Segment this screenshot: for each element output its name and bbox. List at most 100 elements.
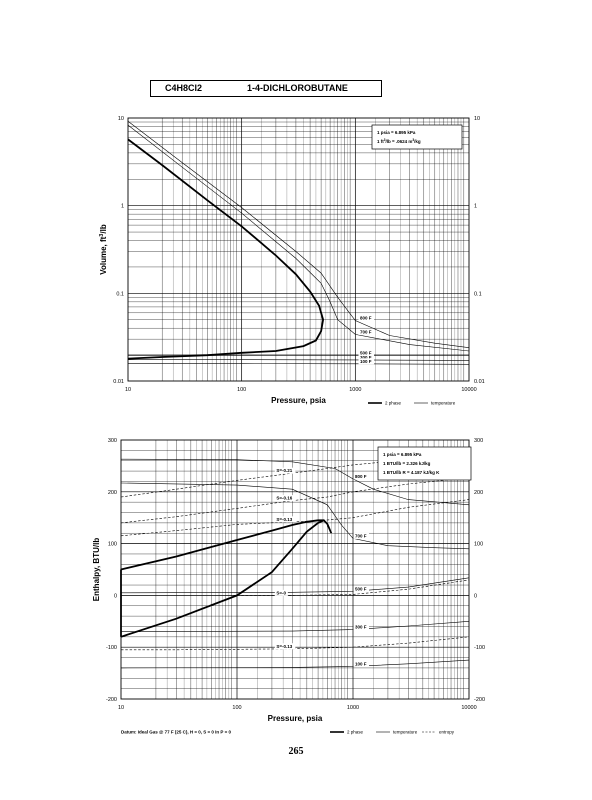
y-tick-label: 200 xyxy=(108,490,117,496)
curve-label: 500 F xyxy=(353,585,369,592)
conversion-note: 1 psia = 6.895 kPa xyxy=(383,452,422,457)
curve-label: 300 F xyxy=(358,354,374,361)
curve-label: S=-0.13 xyxy=(274,516,296,523)
x-tick-label: 10000 xyxy=(461,387,476,393)
curve-label: 800 F xyxy=(358,314,374,321)
curve-label-bg xyxy=(358,349,374,356)
curve-label: 100 F xyxy=(358,358,374,365)
chart-1: 10 100 1000 100000.010.11100.010.1110Pressu… xyxy=(99,116,485,406)
x-tick-label: 1000 xyxy=(347,705,359,711)
series-line xyxy=(120,499,470,537)
curve-label-bg xyxy=(274,589,288,596)
curve-label-text: 700 F xyxy=(360,329,372,334)
conversion-note: 1 BTU/lb R = 4.187 kJ/kg K xyxy=(383,470,440,475)
y-tick-label: 300 xyxy=(108,438,117,444)
curve-label-bg xyxy=(353,660,369,667)
curve-labels: 800 F 700 F 500 F 300 F 100 F S=-0.21 S=-0.16 S… xyxy=(274,467,369,667)
series-line xyxy=(120,519,324,571)
curve-label: S=-0 xyxy=(274,589,288,596)
y-tick-label: 100 xyxy=(108,542,117,548)
y-tick-label-right: 300 xyxy=(474,438,483,444)
curve-label-bg xyxy=(274,495,296,502)
x-axis-title: Pressure, psia xyxy=(268,714,323,723)
y-tick-label-right: 0.01 xyxy=(474,379,485,385)
curve-label-text: S=-0.13 xyxy=(276,644,292,649)
page-number: 265 xyxy=(288,746,304,757)
curve-label-bg xyxy=(274,516,296,523)
curve-label: S=-0.13 xyxy=(274,643,296,650)
curve-label: 500 F xyxy=(358,349,374,356)
chart-2: 10 100 1000 10000-200-1000100200300-200-100… xyxy=(92,438,485,735)
curve-label-bg xyxy=(358,314,374,321)
y-axis-title: Volume, ft3/lb xyxy=(99,224,108,275)
curve-label-text: 100 F xyxy=(355,661,367,666)
curve-label-text: 500 F xyxy=(360,350,372,355)
y-tick-label: 1 xyxy=(121,204,124,210)
y-tick-label: 10 xyxy=(118,116,124,122)
curve-label-bg xyxy=(274,643,296,650)
series-group xyxy=(120,455,470,669)
curve-label-bg xyxy=(274,467,296,474)
series-line xyxy=(120,477,470,524)
series-line xyxy=(127,124,470,352)
conversion-note: 1 psia = 6.895 kPa xyxy=(377,130,416,135)
series-line xyxy=(120,482,470,550)
chart-title-box: C4H8Cl2 1-4-DICHLOROBUTANE xyxy=(150,80,382,97)
y-tick-label-right: 100 xyxy=(474,542,483,548)
compound-name: 1-4-DICHLOROBUTANE xyxy=(247,83,348,93)
series-line xyxy=(237,579,470,596)
x-tick-label: 100 xyxy=(232,705,241,711)
series-line xyxy=(120,659,470,669)
curve-label-text: S=-0.13 xyxy=(276,517,292,522)
curve-label-text: S=-0.16 xyxy=(276,496,292,501)
grid-lines xyxy=(128,118,469,381)
curve-label: 300 F xyxy=(353,624,369,631)
curve-label-bg xyxy=(353,624,369,631)
curve-label-bg xyxy=(353,473,369,480)
legend: 2 phase temperature xyxy=(368,401,456,406)
x-tick-label: 10 xyxy=(118,705,124,711)
plot-frame xyxy=(127,117,470,382)
legend-label: temperature xyxy=(431,401,456,406)
series-line xyxy=(120,458,470,506)
curve-label-bg xyxy=(358,354,374,361)
x-axis-title: Pressure, psia xyxy=(271,396,326,405)
compound-formula: C4H8Cl2 xyxy=(165,83,203,93)
x-tick-label: 10000 xyxy=(461,705,476,711)
curve-label-text: 300 F xyxy=(355,625,367,630)
curve-label-bg xyxy=(353,585,369,592)
conversion-note: 1 BTU/lb = 2.326 kJ/kg xyxy=(383,461,431,466)
series-line xyxy=(120,519,333,638)
curve-label: S=-0.21 xyxy=(274,467,296,474)
y-tick-label: 0.1 xyxy=(116,291,124,297)
x-tick-label: 1000 xyxy=(349,387,361,393)
curve-label-bg xyxy=(353,532,369,539)
series-line xyxy=(127,138,325,360)
curve-label: S=-0.16 xyxy=(274,495,296,502)
curve-label: 100 F xyxy=(353,660,369,667)
series-line xyxy=(128,363,470,365)
legend-label: entropy xyxy=(439,730,455,735)
series-line xyxy=(127,120,470,348)
series-line xyxy=(120,577,470,594)
y-tick-label-right: 0.1 xyxy=(474,291,482,297)
series-line xyxy=(128,359,470,361)
y-axis-title: Enthalpy, BTU/lb xyxy=(92,538,101,602)
curve-label-text: 800 F xyxy=(355,474,367,479)
curve-label-text: S=-0.21 xyxy=(276,468,292,473)
y-tick-label-right: -100 xyxy=(474,645,485,651)
conversion-notes-box xyxy=(371,124,463,150)
legend-label: 2 phase xyxy=(385,401,402,406)
legend: 2 phase temperature entropy xyxy=(330,730,455,735)
x-tick-label: 100 xyxy=(237,387,246,393)
y-tick-label-right: 1 xyxy=(474,204,477,210)
curve-label-text: 300 F xyxy=(360,355,372,360)
curve-label-text: S=-0 xyxy=(276,590,286,595)
curve-label: 700 F xyxy=(358,328,374,335)
y-tick-label: -200 xyxy=(106,697,117,703)
y-tick-label-right: 10 xyxy=(474,116,480,122)
curve-label: 700 F xyxy=(353,532,369,539)
legend-label: 2 phase xyxy=(347,730,364,735)
curve-label-text: 500 F xyxy=(355,586,367,591)
